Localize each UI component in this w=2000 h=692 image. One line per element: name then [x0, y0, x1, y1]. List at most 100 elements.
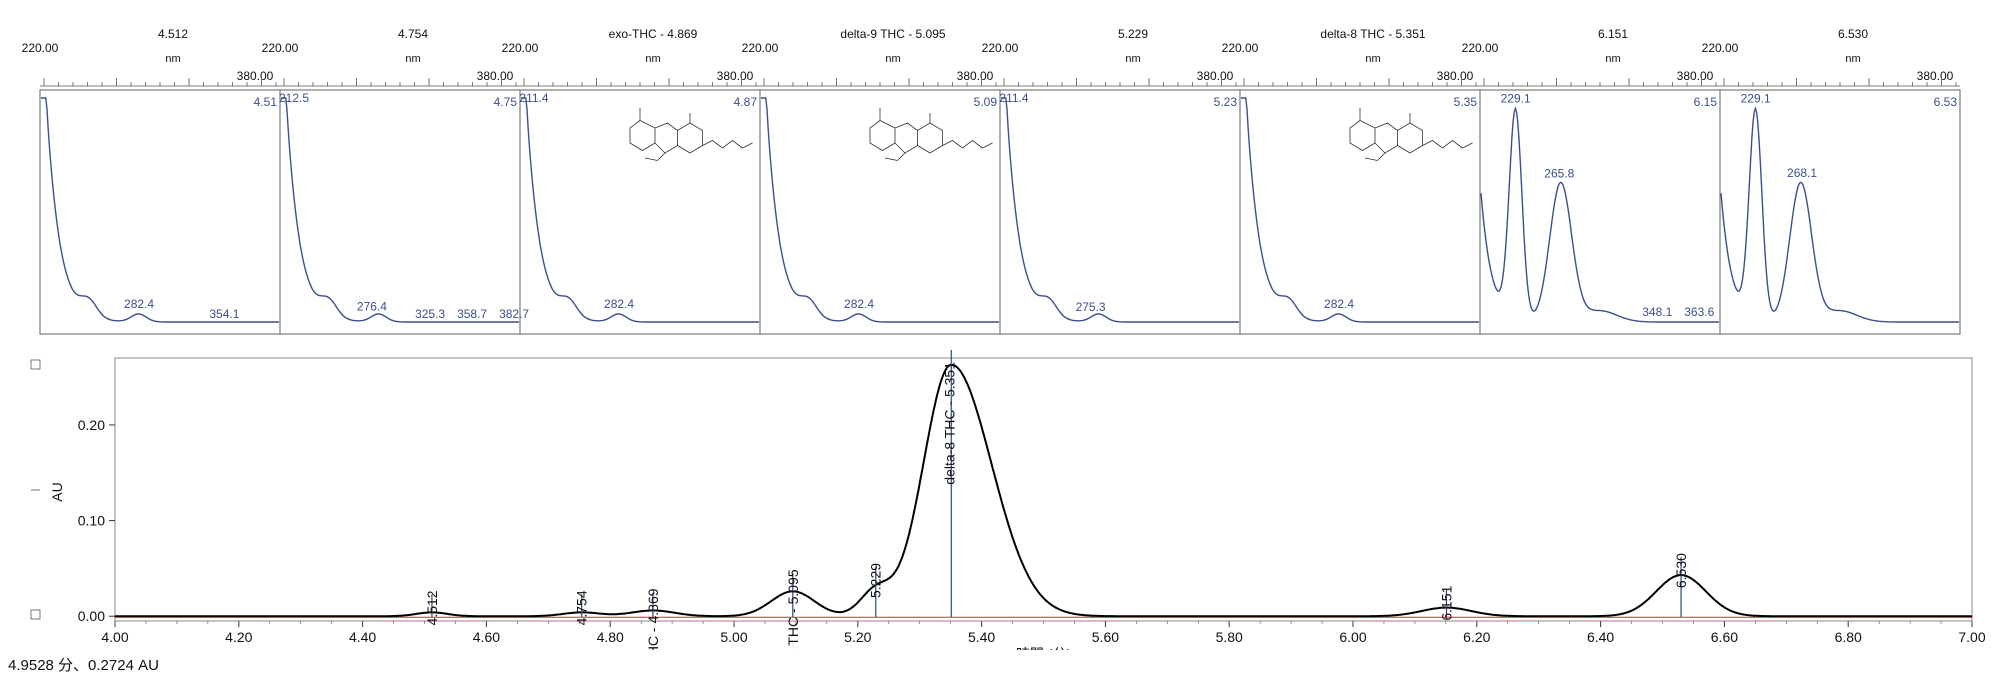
- spectrum-peak-label: 268.1: [1787, 166, 1817, 180]
- spectrum-rt-label: 4.51: [254, 95, 278, 109]
- structure-ring-a: [629, 108, 656, 151]
- spectrum-curve: [1720, 106, 1959, 323]
- spectrum-rt-label: 6.53: [1934, 95, 1958, 109]
- spectrum-nm-min: 220.00: [1462, 41, 1499, 55]
- spectrum-nm-max: 380.00: [1437, 69, 1474, 83]
- spectrum-nm-unit: nm: [165, 53, 180, 65]
- spectrum-peak-label: 211.4: [519, 91, 548, 105]
- x-tick-label: 5.00: [720, 629, 747, 645]
- structure-methyls: [644, 152, 666, 161]
- x-tick-label: 5.80: [1216, 629, 1243, 645]
- peak-label: 4.512: [424, 590, 440, 625]
- structure-side-chain: [942, 140, 993, 149]
- peak-label: delta-8 THC - 5.351: [941, 362, 957, 485]
- spectrum-peak-label: 282.4: [844, 297, 874, 311]
- spectrum-panel-2: 4.754 220.00 nm 380.00 4.75 212.5 276.4 325.3 35…: [262, 27, 529, 334]
- spectrum-panel-4: delta-9 THC - 5.095 220.00 nm 380.00 5.09 282…: [742, 27, 1000, 334]
- spectrum-peak-label: 354.1: [209, 307, 239, 321]
- spectrum-peak-label: 358.7: [457, 307, 487, 321]
- spectrum-peak-label: 282.4: [604, 297, 634, 311]
- structure-methyls: [884, 152, 906, 161]
- spectrum-curve: [1001, 97, 1239, 323]
- spectrum-nm-min: 220.00: [22, 41, 59, 55]
- x-tick-label: 5.40: [968, 629, 995, 645]
- x-tick-label: 6.00: [1339, 629, 1366, 645]
- peak-label: exo-THC - 4.869: [645, 588, 661, 650]
- spectrum-panel-5: 5.229 220.00 nm 380.00 5.23 211.4 275.3: [982, 27, 1240, 334]
- spectrum-nm-min: 220.00: [982, 41, 1019, 55]
- spectrum-title: 5.229: [1118, 27, 1148, 41]
- structure-ring-b: [1374, 122, 1398, 154]
- spectrum-curve: [281, 97, 519, 323]
- spectrum-peak-label: 229.1: [1741, 92, 1771, 106]
- spectrum-nm-max: 380.00: [1197, 69, 1234, 83]
- chromatogram-chart: 0.00 0.10 0.20 AU 4.00 4.20 4.40 4.60 4.80 5.00 5.…: [30, 350, 1986, 650]
- spectrum-nm-unit: nm: [1365, 53, 1380, 65]
- structure-ring-b: [654, 122, 678, 154]
- spectrum-peak-label: 211.4: [999, 91, 1028, 105]
- spectrum-nm-max: 380.00: [477, 69, 514, 83]
- peak-label: 6.151: [1438, 585, 1454, 620]
- spectrum-nm-unit: nm: [1845, 53, 1860, 65]
- y-axis-label: AU: [49, 482, 65, 501]
- peak-label: delta-9 THC - 5.095: [785, 569, 801, 650]
- spectrum-panel-7: 6.151 220.00 nm 380.00 6.15 229.1 265.8 348.1 36…: [1462, 27, 1720, 334]
- spectrum-nm-min: 220.00: [1222, 41, 1259, 55]
- spectrum-curve: [1241, 97, 1479, 323]
- x-tick-label: 6.40: [1587, 629, 1614, 645]
- molecular-structure-image: [1349, 108, 1473, 161]
- spectrum-nm-max: 380.00: [717, 69, 754, 83]
- spectrum-rt-label: 4.87: [734, 95, 758, 109]
- spectrum-nm-unit: nm: [645, 53, 660, 65]
- structure-ring-a: [869, 108, 896, 151]
- structure-ring-b: [894, 122, 918, 154]
- uv-spectra-strip: 4.512 220.00 nm 380.00 4.51 282.4 354.1 4.754 22…: [22, 27, 1961, 335]
- spectrum-panel-3: exo-THC - 4.869 220.00 nm 380.00 4.87 211.4 28…: [502, 27, 760, 334]
- spectrum-nm-max: 380.00: [237, 69, 274, 83]
- spectrum-peak-label: 229.1: [1501, 92, 1531, 106]
- structure-methyls: [1364, 152, 1386, 161]
- y-tick-label: 0.20: [78, 417, 105, 433]
- cursor-readout: 4.9528 分、0.2724 AU: [8, 657, 159, 674]
- spectrum-rt-label: 4.75: [494, 95, 518, 109]
- y-tick-label: 0.00: [78, 608, 105, 624]
- x-tick-label: 5.20: [844, 629, 871, 645]
- structure-side-chain: [702, 140, 753, 149]
- spectrum-nm-max: 380.00: [1917, 69, 1954, 83]
- spectrum-peak-label: 363.6: [1684, 305, 1714, 319]
- spectrum-title: 6.151: [1598, 27, 1628, 41]
- spectrum-curve: [521, 97, 759, 323]
- y-tick-label: 0.10: [78, 513, 105, 529]
- spectrum-nm-max: 380.00: [1677, 69, 1714, 83]
- structure-ring-c: [917, 122, 943, 154]
- scroll-up-control: [30, 359, 41, 370]
- spectrum-nm-unit: nm: [405, 53, 420, 65]
- x-tick-label: 7.00: [1958, 629, 1985, 645]
- spectrum-peak-label: 282.4: [124, 297, 154, 311]
- spectrum-peak-label: 282.4: [1324, 297, 1354, 311]
- spectrum-nm-unit: nm: [885, 53, 900, 65]
- x-tick-label: 4.80: [597, 629, 624, 645]
- structure-ring-a: [1349, 108, 1376, 151]
- x-tick-label: 4.40: [349, 629, 376, 645]
- spectrum-peak-label: 212.5: [279, 91, 309, 105]
- molecular-structure-image: [869, 108, 993, 161]
- spectrum-rt-label: 6.15: [1694, 95, 1718, 109]
- peak-label: 4.754: [574, 590, 590, 625]
- spectrum-nm-unit: nm: [1125, 53, 1140, 65]
- spectrum-rt-label: 5.35: [1454, 95, 1478, 109]
- x-tick-label: 6.80: [1835, 629, 1862, 645]
- structure-side-chain: [1422, 140, 1473, 149]
- spectrum-nm-min: 220.00: [262, 41, 299, 55]
- spectrum-curve: [41, 97, 279, 323]
- x-tick-label: 4.00: [101, 629, 128, 645]
- spectrum-peak-label: 276.4: [357, 299, 387, 313]
- spectrum-curve: [761, 97, 999, 323]
- structure-ring-c: [677, 122, 703, 154]
- plot-frame: [114, 357, 1973, 622]
- spectrum-panel-8: 6.530 220.00 nm 380.00 6.53 229.1 268.1: [1702, 27, 1960, 334]
- spectrum-nm-min: 220.00: [502, 41, 539, 55]
- x-tick-label: 6.20: [1463, 629, 1490, 645]
- structure-ring-c: [1397, 122, 1423, 154]
- spectrum-title: 4.512: [158, 27, 188, 41]
